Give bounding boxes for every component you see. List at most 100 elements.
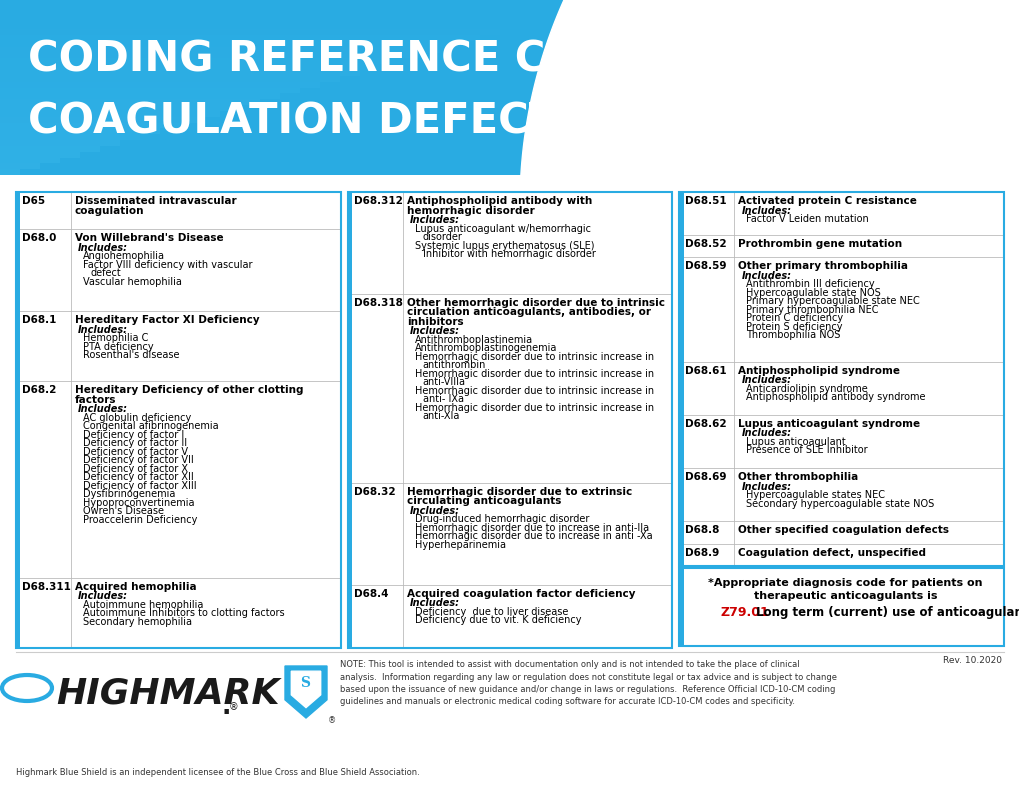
Text: defect: defect [91,269,121,278]
Text: Deficiency of factor X: Deficiency of factor X [83,463,187,474]
Bar [679,192,1003,566]
Polygon shape [284,666,327,718]
Text: Hypercoagulable states NEC: Hypercoagulable states NEC [746,490,884,500]
Text: anti- IXa: anti- IXa [422,394,464,404]
Text: Hypercoagulable state NOS: Hypercoagulable state NOS [746,288,880,298]
Text: Deficiency due to vit. K deficiency: Deficiency due to vit. K deficiency [415,615,581,625]
Text: Acquired hemophilia: Acquired hemophilia [75,582,197,592]
Text: Includes:: Includes: [741,206,791,215]
Bar [679,192,683,566]
Text: therapeutic anticoagulants is: therapeutic anticoagulants is [753,591,936,601]
Text: anti-VIIIa: anti-VIIIa [422,377,466,387]
Text: circulating anticoagulants: circulating anticoagulants [407,496,560,506]
Text: Deficiency of factor II: Deficiency of factor II [83,438,186,448]
Text: Deficiency  due to liver disease: Deficiency due to liver disease [415,607,568,616]
Bar [16,192,340,648]
Text: D68.59: D68.59 [685,262,727,271]
Polygon shape [291,671,320,708]
Text: Z79.01: Z79.01 [719,606,768,619]
Bar [679,192,1003,566]
Text: Includes:: Includes: [410,215,460,225]
Text: Secondary hemophilia: Secondary hemophilia [83,617,192,626]
Text: Includes:: Includes: [741,375,791,385]
Text: Hemorrhagic disorder due to intrinsic increase in: Hemorrhagic disorder due to intrinsic in… [415,351,653,362]
Text: Antithromboplastinogenemia: Antithromboplastinogenemia [415,344,556,353]
Text: Prothrombin gene mutation: Prothrombin gene mutation [738,239,902,249]
Text: Antiphospholipid antibody syndrome: Antiphospholipid antibody syndrome [746,392,925,403]
Text: Deficiency of factor XIII: Deficiency of factor XIII [83,481,197,491]
Text: Primary hypercoagulable state NEC: Primary hypercoagulable state NEC [746,296,919,307]
Bar [347,192,352,648]
Text: D68.8: D68.8 [685,526,719,535]
Text: D68.1: D68.1 [22,315,56,325]
Text: Angiohemophilia: Angiohemophilia [83,251,165,262]
Text: D68.69: D68.69 [685,472,727,482]
Text: Includes:: Includes: [77,325,127,335]
Bar [679,568,683,646]
Text: D68.9: D68.9 [685,548,718,558]
Text: D68.312: D68.312 [354,196,403,206]
Text: D68.2: D68.2 [22,385,56,396]
Text: Proaccelerin Deficiency: Proaccelerin Deficiency [83,515,198,525]
Text: hemorrhagic disorder: hemorrhagic disorder [407,206,534,215]
Text: Antiphospholipid antibody with: Antiphospholipid antibody with [407,196,591,206]
Bar [679,568,1003,646]
Text: Includes:: Includes: [741,481,791,492]
Text: Long term (current) use of anticoagulants: Long term (current) use of anticoagulant… [752,606,1019,619]
Text: Hemophilia C: Hemophilia C [83,333,148,343]
Text: Systemic lupus erythematosus (SLE): Systemic lupus erythematosus (SLE) [415,240,594,251]
Text: Factor V Leiden mutation: Factor V Leiden mutation [746,214,868,224]
Text: AC globulin deficiency: AC globulin deficiency [83,413,192,422]
Text: D68.52: D68.52 [685,239,727,249]
Text: D68.311: D68.311 [22,582,70,592]
Text: Rev. 10.2020: Rev. 10.2020 [943,656,1001,665]
Text: Other specified coagulation defects: Other specified coagulation defects [738,526,949,535]
Text: Hemorrhagic disorder due to intrinsic increase in: Hemorrhagic disorder due to intrinsic in… [415,403,653,413]
Text: Hypoproconvertinemia: Hypoproconvertinemia [83,498,195,507]
Text: ®: ® [229,702,238,712]
Text: Includes:: Includes: [410,326,460,336]
Text: D68.32: D68.32 [354,487,395,496]
Text: Antithromboplastinemia: Antithromboplastinemia [415,335,532,344]
Bar [16,192,340,648]
Text: Inhibitor with hemorrhagic disorder: Inhibitor with hemorrhagic disorder [422,249,595,259]
Text: PTA deficiency: PTA deficiency [83,341,154,351]
Text: Secondary hypercoagulable state NOS: Secondary hypercoagulable state NOS [746,499,933,508]
Text: anti-XIa: anti-XIa [422,411,460,422]
Text: Other hemorrhagic disorder due to intrinsic: Other hemorrhagic disorder due to intrin… [407,298,664,308]
Text: NOTE: This tool is intended to assist with documentation only and is not intende: NOTE: This tool is intended to assist wi… [339,660,837,707]
Text: Includes:: Includes: [77,404,127,414]
Bar [0,0,1019,175]
Text: Includes:: Includes: [410,598,460,608]
Text: Lupus anticoagulant syndrome: Lupus anticoagulant syndrome [738,419,919,429]
Text: Rosenthal's disease: Rosenthal's disease [83,350,179,360]
Text: Disseminated intravascular: Disseminated intravascular [75,196,236,206]
Text: D65: D65 [22,196,45,206]
Text: disorder: disorder [422,232,462,242]
Text: Hemorrhagic disorder due to increase in anti-IIa: Hemorrhagic disorder due to increase in … [415,522,648,533]
Text: ®: ® [328,716,336,725]
Text: Activated protein C resistance: Activated protein C resistance [738,196,916,206]
Bar [347,192,672,648]
Text: Owren's Disease: Owren's Disease [83,506,164,516]
Text: Other thrombophilia: Other thrombophilia [738,472,858,482]
Text: Primary thrombophilia NEC: Primary thrombophilia NEC [746,305,878,314]
Text: Hyperheparinemia: Hyperheparinemia [415,540,505,550]
Text: Deficiency of factor I: Deficiency of factor I [83,429,184,440]
Text: Drug-induced hemorrhagic disorder: Drug-induced hemorrhagic disorder [415,515,588,524]
Text: Autoimmune Inhibitors to clotting factors: Autoimmune Inhibitors to clotting factor… [83,608,284,619]
Text: Antithrombin III deficiency: Antithrombin III deficiency [746,279,874,289]
Text: .: . [222,695,231,719]
Text: Highmark Blue Shield is an independent licensee of the Blue Cross and Blue Shiel: Highmark Blue Shield is an independent l… [16,768,420,777]
Text: Includes:: Includes: [741,271,791,281]
Text: D68.51: D68.51 [685,196,727,206]
Text: Includes:: Includes: [741,429,791,438]
Text: Includes:: Includes: [77,591,127,601]
Text: Lupus anticoagulant: Lupus anticoagulant [746,437,845,447]
Text: Factor VIII deficiency with vascular: Factor VIII deficiency with vascular [83,260,253,270]
Text: coagulation: coagulation [75,206,145,215]
Text: Hereditary Factor XI Deficiency: Hereditary Factor XI Deficiency [75,315,260,325]
Text: D68.61: D68.61 [685,366,727,376]
Text: factors: factors [75,395,116,405]
Text: D68.62: D68.62 [685,419,727,429]
